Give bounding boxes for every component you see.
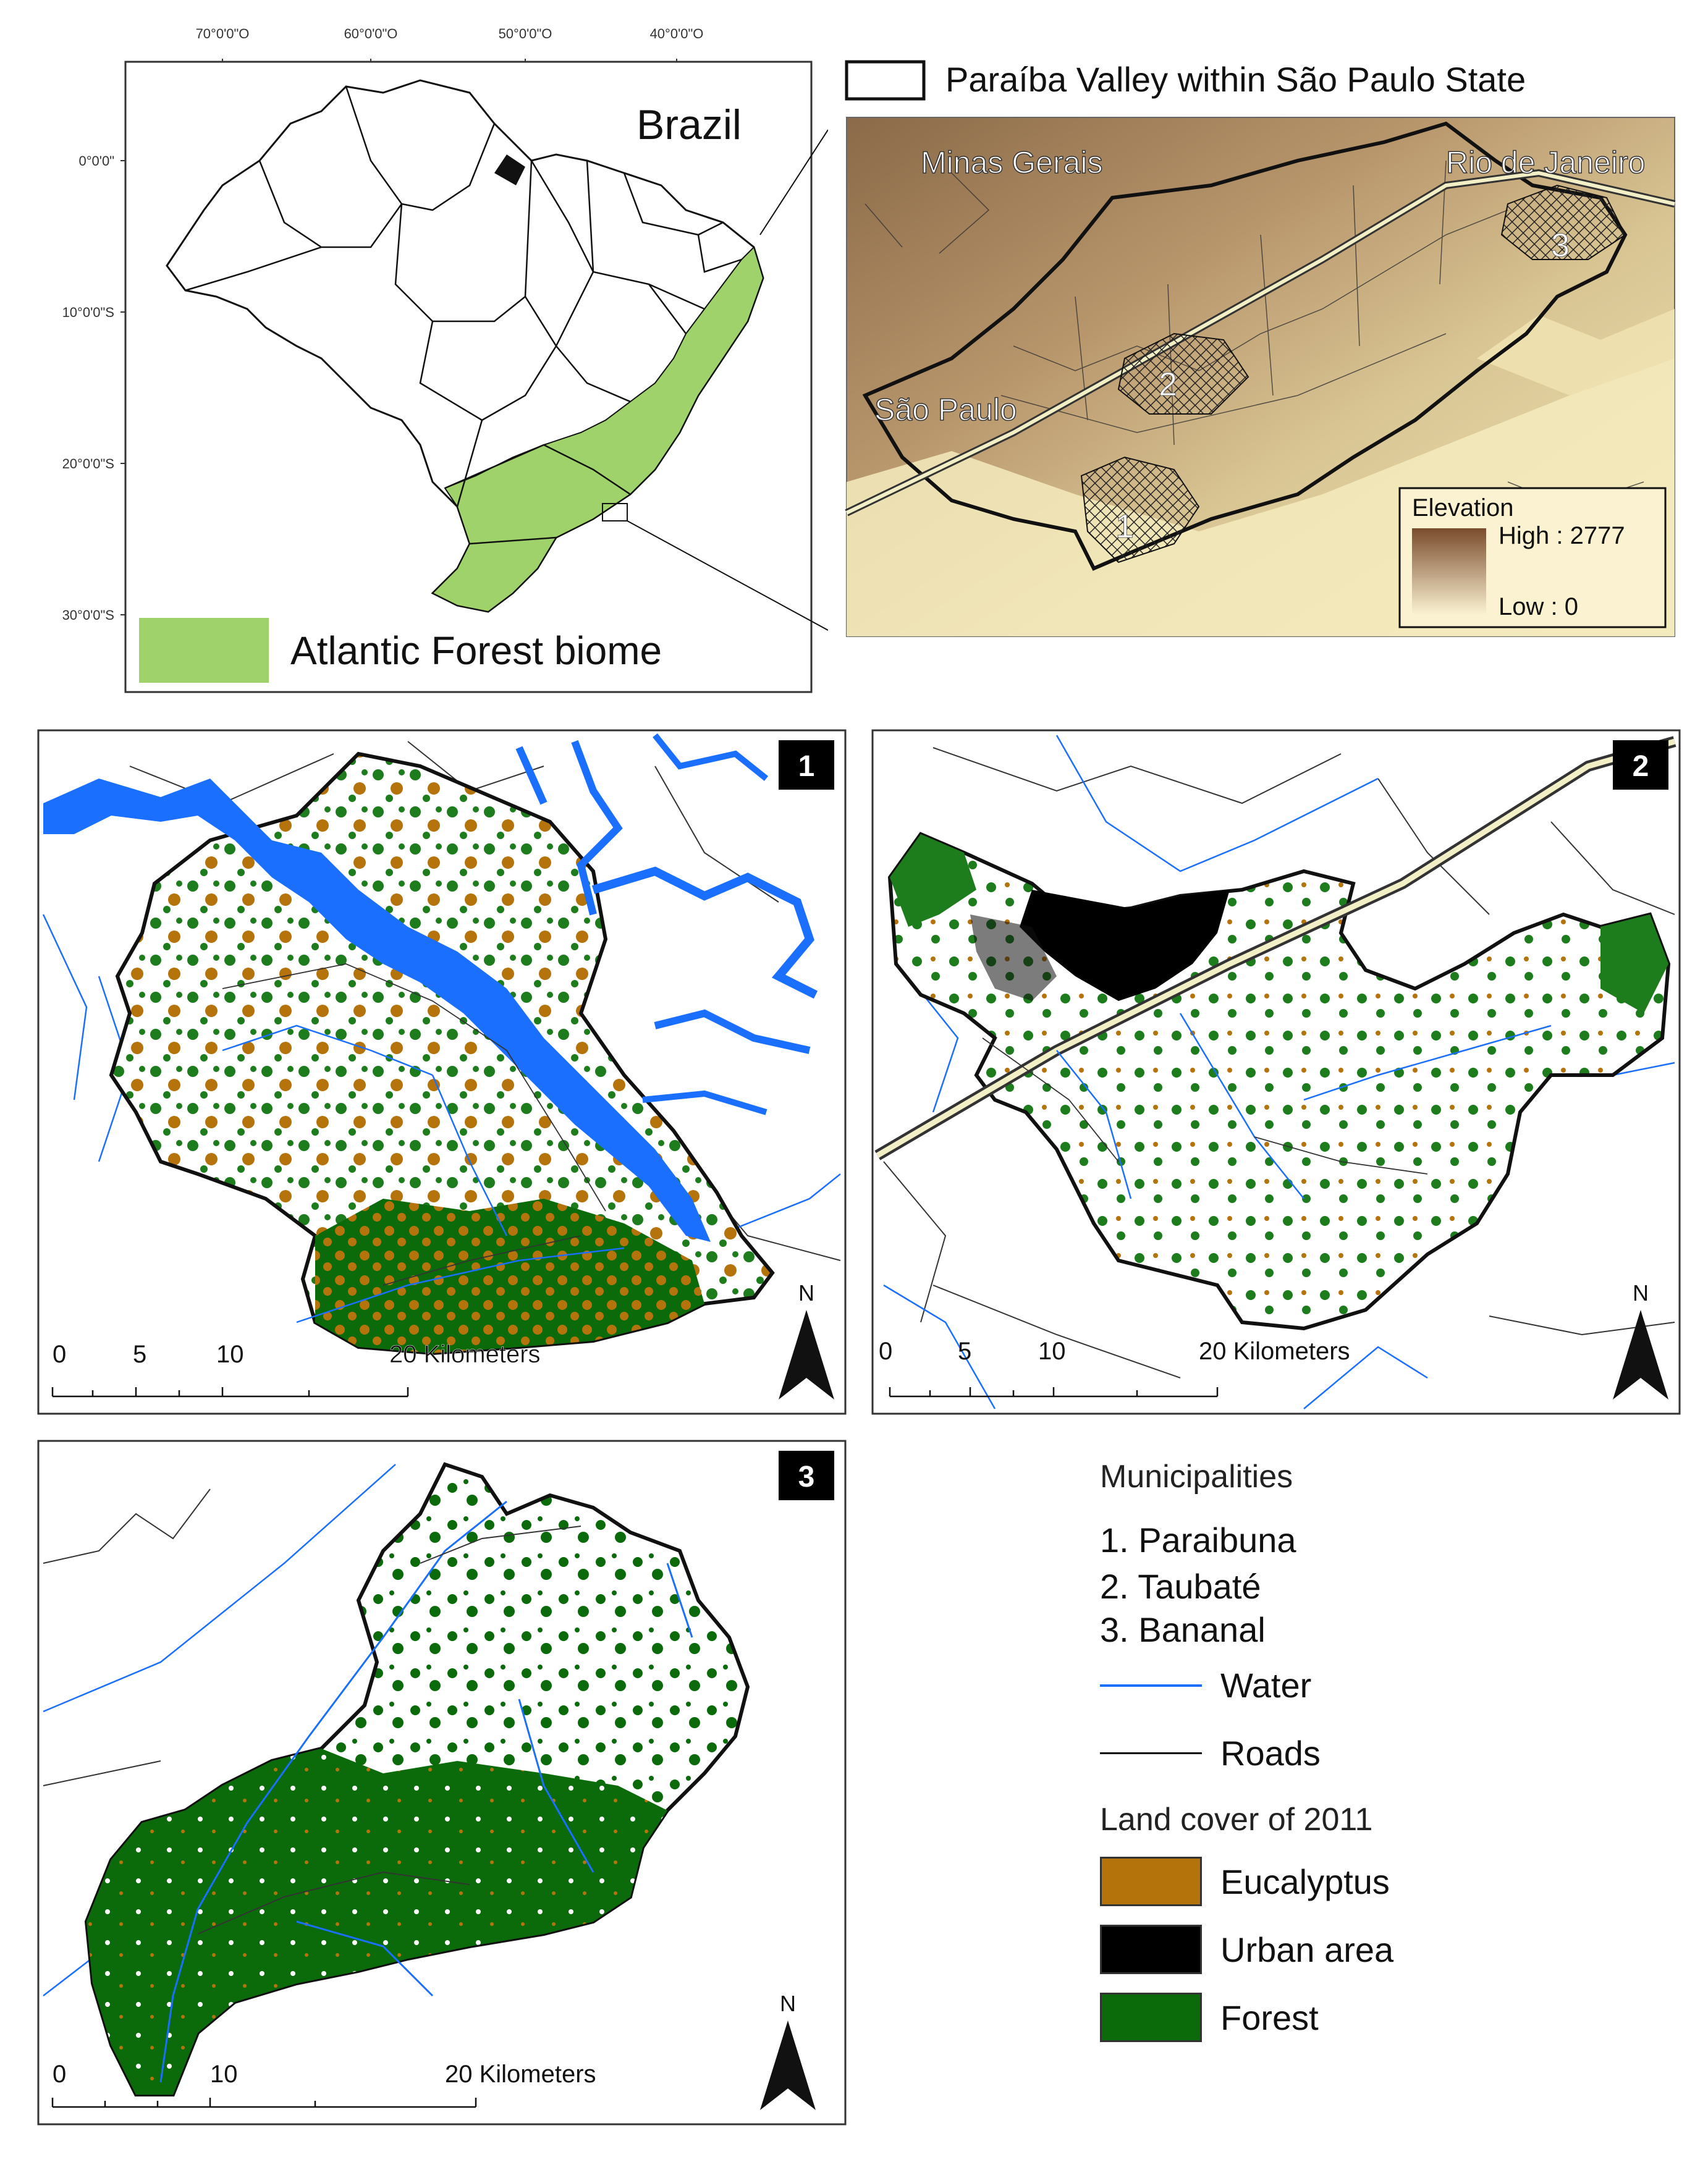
municipality-marker: 1 bbox=[1115, 508, 1134, 545]
brazil-map: 70°0'0"O 60°0'0"O 50°0'0"O 40°0'0"O 0°0'… bbox=[0, 0, 829, 698]
island-region bbox=[494, 154, 525, 185]
scale-tick-label: 0 bbox=[53, 1341, 66, 1368]
state-label: São Paulo bbox=[874, 392, 1017, 427]
state-label: Rio de Janeiro bbox=[1446, 145, 1645, 180]
north-label: N bbox=[780, 1991, 796, 2016]
scale-tick-label: 10 bbox=[210, 2061, 238, 2088]
lat-tick: 10°0'0"S bbox=[62, 305, 114, 320]
brazil-title: Brazil bbox=[636, 101, 742, 148]
legend-water-label: Water bbox=[1220, 1666, 1312, 1705]
water-line-icon bbox=[1100, 1684, 1202, 1687]
scale-tick-label: 20 Kilometers bbox=[445, 2061, 596, 2088]
urban-swatch bbox=[1100, 1925, 1202, 1974]
municipality-area-2 bbox=[1117, 332, 1249, 415]
municipality-marker: 2 bbox=[1159, 366, 1177, 403]
north-label: N bbox=[1633, 1280, 1649, 1306]
eucalyptus-swatch bbox=[1100, 1857, 1202, 1906]
legend-municipality: 3. Bananal bbox=[1100, 1610, 1266, 1649]
legend-municipality: 1. Paraibuna bbox=[1100, 1521, 1296, 1560]
lon-tick: 40°0'0"O bbox=[650, 26, 704, 41]
panel-paraibuna: 1 N 0 5 10 20 Kilometers bbox=[37, 729, 847, 1415]
north-arrow-icon bbox=[779, 1310, 834, 1400]
valley-map: Paraíba Valley within São Paulo State 1 … bbox=[828, 49, 1681, 643]
municipality-marker: 3 bbox=[1551, 227, 1570, 264]
legend-class-label: Forest bbox=[1220, 1998, 1319, 2037]
valley-title: Paraíba Valley within São Paulo State bbox=[945, 60, 1526, 99]
legend-municipalities-title: Municipalities bbox=[1100, 1459, 1293, 1495]
forest-swatch bbox=[1100, 1993, 1202, 2042]
inset-box bbox=[602, 503, 628, 521]
state-label: Minas Gerais bbox=[921, 145, 1103, 180]
lon-tick: 60°0'0"O bbox=[344, 26, 398, 41]
scale-tick-label: 5 bbox=[958, 1338, 971, 1365]
panel-number: 1 bbox=[798, 750, 815, 783]
elevation-low: Low : 0 bbox=[1499, 593, 1578, 620]
legend-roads: Roads bbox=[1100, 1733, 1321, 1773]
legend-class-label: Eucalyptus bbox=[1220, 1862, 1390, 1901]
municipality-area-3 bbox=[1500, 184, 1626, 260]
panel-taubate: 2 N 0 5 10 20 Kilometers bbox=[871, 729, 1681, 1415]
valley-outline bbox=[862, 121, 1628, 571]
lat-tick: 30°0'0"S bbox=[62, 607, 114, 623]
scale-tick-label: 20 Kilometers bbox=[1199, 1338, 1350, 1365]
urban-area bbox=[1020, 890, 1230, 1001]
municipality-area-1 bbox=[1080, 456, 1200, 564]
legend-roads-label: Roads bbox=[1220, 1734, 1321, 1773]
elevation-legend-title: Elevation bbox=[1412, 494, 1514, 521]
elevation-ramp bbox=[1412, 528, 1486, 615]
elevation-high: High : 2777 bbox=[1499, 522, 1625, 549]
biome-legend-label: Atlantic Forest biome bbox=[290, 628, 662, 673]
legend-class-label: Urban area bbox=[1220, 1930, 1394, 1969]
legend-water: Water bbox=[1100, 1665, 1311, 1705]
valley-legend-swatch bbox=[845, 60, 926, 101]
scale-tick-label: 0 bbox=[879, 1338, 892, 1365]
atlantic-forest-biome bbox=[431, 246, 764, 613]
legend-class: Urban area bbox=[1100, 1925, 1393, 1974]
panel-number-box bbox=[1613, 740, 1668, 790]
lat-tick: 20°0'0"S bbox=[62, 456, 114, 471]
panel-number: 2 bbox=[1633, 750, 1649, 783]
lon-tick: 70°0'0"O bbox=[196, 26, 250, 41]
lat-tick: 0°0'0" bbox=[78, 153, 114, 169]
biome-legend-swatch bbox=[139, 618, 269, 683]
scale-tick-label: 20 Kilometers bbox=[389, 1341, 541, 1368]
legend-landcover-title: Land cover of 2011 bbox=[1100, 1802, 1373, 1838]
road-line-icon bbox=[1100, 1752, 1202, 1754]
scale-tick-label: 0 bbox=[53, 2061, 66, 2088]
panel-bananal: 3 N 0 10 20 Kilometers bbox=[37, 1440, 847, 2126]
panel-number: 3 bbox=[798, 1461, 815, 1493]
panel-number-box bbox=[779, 740, 834, 790]
north-arrow-icon bbox=[1613, 1310, 1668, 1400]
lon-tick: 50°0'0"O bbox=[499, 26, 552, 41]
north-arrow-icon bbox=[760, 2020, 816, 2110]
legend-class: Forest bbox=[1100, 1993, 1319, 2042]
legend-class: Eucalyptus bbox=[1100, 1857, 1390, 1906]
north-label: N bbox=[798, 1280, 814, 1306]
scale-tick-label: 10 bbox=[216, 1341, 244, 1368]
panel-number-box bbox=[779, 1451, 834, 1500]
scale-tick-label: 5 bbox=[133, 1341, 146, 1368]
scale-tick-label: 10 bbox=[1038, 1338, 1066, 1365]
legend-municipality: 2. Taubaté bbox=[1100, 1567, 1261, 1606]
